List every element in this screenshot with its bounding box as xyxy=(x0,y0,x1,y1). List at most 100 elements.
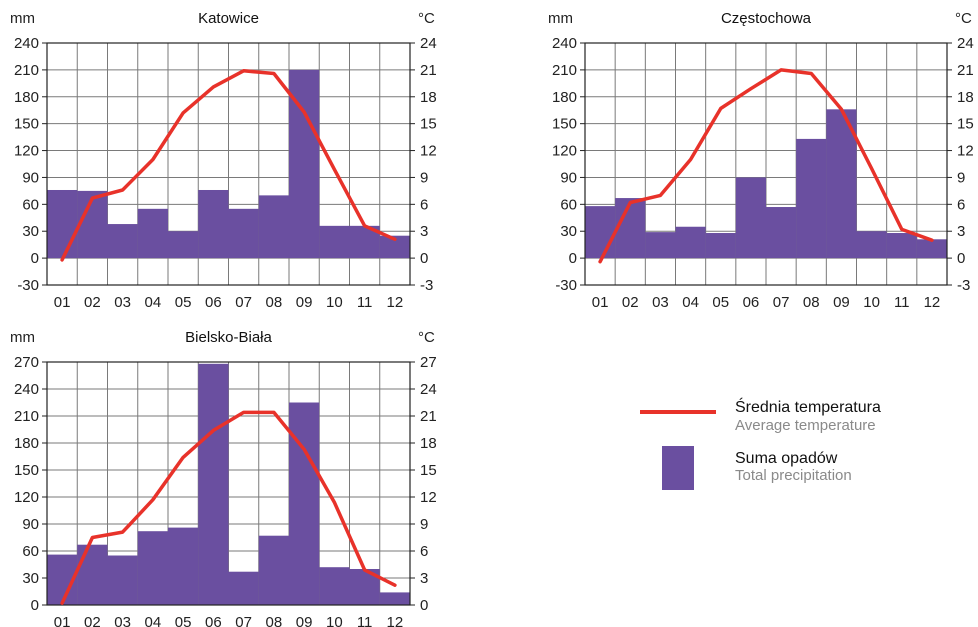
chart-3-right-tick-label: 21 xyxy=(420,408,437,425)
chart-1-left-tick-label: 210 xyxy=(14,62,39,79)
chart-2-month-label-08: 08 xyxy=(803,294,820,311)
chart-3-left-tick-label: 210 xyxy=(14,408,39,425)
chart-3-precip-bar-04 xyxy=(137,531,168,605)
chart-1-right-tick-label: -3 xyxy=(420,277,433,294)
chart-1-precip-bar-01 xyxy=(47,189,78,259)
chart-1-month-label-05: 05 xyxy=(175,294,192,311)
chart-2-right-tick-label: 0 xyxy=(957,250,965,267)
chart-1-right-tick-label: 0 xyxy=(420,250,428,267)
chart-3-left-tick-label: 150 xyxy=(14,462,39,479)
chart-1-month-label-04: 04 xyxy=(145,294,162,311)
chart-3: 0306090120150180210240270036912151821242… xyxy=(10,329,437,627)
chart-2-right-unit: °C xyxy=(955,10,972,27)
chart-1-month-label-02: 02 xyxy=(84,294,101,311)
chart-2-month-label-02: 02 xyxy=(622,294,639,311)
chart-3-precip-bar-09 xyxy=(289,402,320,605)
chart-1-left-tick-label: 30 xyxy=(22,223,39,240)
chart-2-month-label-11: 11 xyxy=(894,294,910,311)
chart-1-left-tick-label: 150 xyxy=(14,116,39,133)
chart-2-right-tick-label: 24 xyxy=(957,35,974,52)
chart-3-left-tick-label: 240 xyxy=(14,381,39,398)
chart-3-right-tick-label: 18 xyxy=(420,435,437,452)
chart-2-left-tick-label: 60 xyxy=(560,196,577,213)
chart-2-precip-bar-02 xyxy=(615,198,646,259)
chart-1-month-label-12: 12 xyxy=(387,294,404,311)
chart-3-right-tick-label: 27 xyxy=(420,354,437,371)
legend-precipitation-sublabel: Total precipitation xyxy=(735,467,852,484)
chart-3-temperature-line xyxy=(60,410,397,605)
chart-1-right-tick-label: 6 xyxy=(420,196,428,213)
chart-1-left-tick-label: 180 xyxy=(14,89,39,106)
chart-1-left-tick-label: 0 xyxy=(31,250,39,267)
chart-3-right-tick-label: 24 xyxy=(420,381,437,398)
chart-3-left-tick-label: 60 xyxy=(22,543,39,560)
chart-2-precip-bar-06 xyxy=(735,177,766,259)
chart-2-precip-bar-08 xyxy=(796,138,827,259)
chart-3-month-label-10: 10 xyxy=(326,614,343,627)
chart-2-right-tick-label: 21 xyxy=(957,62,974,79)
chart-2-month-label-07: 07 xyxy=(773,294,790,311)
chart-1-title: Katowice xyxy=(198,10,259,27)
chart-2-month-label-03: 03 xyxy=(652,294,669,311)
chart-3-month-label-11: 11 xyxy=(357,614,373,627)
legend-precipitation-label: Suma opadów xyxy=(735,450,838,467)
chart-2-frame xyxy=(584,42,948,286)
chart-2-month-label-05: 05 xyxy=(712,294,729,311)
chart-2-left-tick-label: 180 xyxy=(552,89,577,106)
chart-2-title: Częstochowa xyxy=(721,10,812,27)
chart-3-month-label-12: 12 xyxy=(387,614,404,627)
legend: Średnia temperatura Average temperature … xyxy=(640,397,881,490)
chart-2-precip-bar-03 xyxy=(645,232,676,259)
chart-2-left-tick-label: 90 xyxy=(560,169,577,186)
chart-2-right-tick-label: 12 xyxy=(957,143,974,160)
chart-1-month-label-03: 03 xyxy=(114,294,131,311)
charts-layer: -300306090120150180210240-30369121518212… xyxy=(10,10,974,627)
chart-1-right-tick-label: 18 xyxy=(420,89,437,106)
chart-3-month-label-05: 05 xyxy=(175,614,192,627)
chart-1-month-label-11: 11 xyxy=(357,294,373,311)
chart-3-right-tick-label: 3 xyxy=(420,570,428,587)
chart-3-precip-bar-07 xyxy=(228,571,259,605)
chart-3-left-tick-label: 90 xyxy=(22,516,39,533)
legend-temperature-sublabel: Average temperature xyxy=(735,417,876,434)
chart-1-right-tick-label: 15 xyxy=(420,116,437,133)
chart-3-month-label-03: 03 xyxy=(114,614,131,627)
chart-1-month-label-08: 08 xyxy=(266,294,283,311)
legend-temperature-label: Średnia temperatura xyxy=(735,397,881,416)
chart-2-precip-bar-05 xyxy=(705,233,736,259)
chart-2-right-tick-label: 3 xyxy=(957,223,965,240)
chart-3-right-tick-label: 12 xyxy=(420,489,437,506)
chart-1-month-label-06: 06 xyxy=(205,294,222,311)
chart-1-right-tick-label: 24 xyxy=(420,35,437,52)
chart-3-right-tick-label: 0 xyxy=(420,597,428,614)
chart-3-title: Bielsko-Biała xyxy=(185,329,272,346)
chart-3-precip-bar-10 xyxy=(319,567,350,605)
chart-3-left-tick-label: 0 xyxy=(31,597,39,614)
chart-3-precip-bar-03 xyxy=(107,555,138,605)
chart-1-right-tick-label: 9 xyxy=(420,169,428,186)
chart-3-precip-bar-06 xyxy=(198,363,229,605)
chart-3-month-label-07: 07 xyxy=(235,614,252,627)
chart-3-precip-bar-02 xyxy=(77,544,108,605)
chart-1-right-tick-label: 21 xyxy=(420,62,437,79)
chart-2-left-unit: mm xyxy=(548,10,573,27)
chart-1-frame xyxy=(46,42,411,286)
chart-1-month-label-07: 07 xyxy=(235,294,252,311)
chart-2-left-tick-label: 210 xyxy=(552,62,577,79)
chart-2-precip-bar-12 xyxy=(916,239,947,259)
chart-1-month-label-10: 10 xyxy=(326,294,343,311)
chart-2-right-tick-label: 18 xyxy=(957,89,974,106)
chart-1-left-tick-label: 60 xyxy=(22,196,39,213)
chart-1-precip-bar-04 xyxy=(137,208,168,259)
chart-1-left-tick-label: -30 xyxy=(17,277,39,294)
chart-3-month-label-09: 09 xyxy=(296,614,313,627)
chart-3-month-label-01: 01 xyxy=(54,614,71,627)
chart-2-precip-bar-09 xyxy=(826,109,857,259)
chart-1-precip-bar-05 xyxy=(168,231,199,259)
chart-1-month-label-09: 09 xyxy=(296,294,313,311)
chart-2-month-label-01: 01 xyxy=(592,294,609,311)
chart-1-left-tick-label: 90 xyxy=(22,169,39,186)
chart-3-month-label-02: 02 xyxy=(84,614,101,627)
chart-1-precip-bar-08 xyxy=(258,195,289,259)
chart-3-precip-bar-12 xyxy=(379,592,410,605)
